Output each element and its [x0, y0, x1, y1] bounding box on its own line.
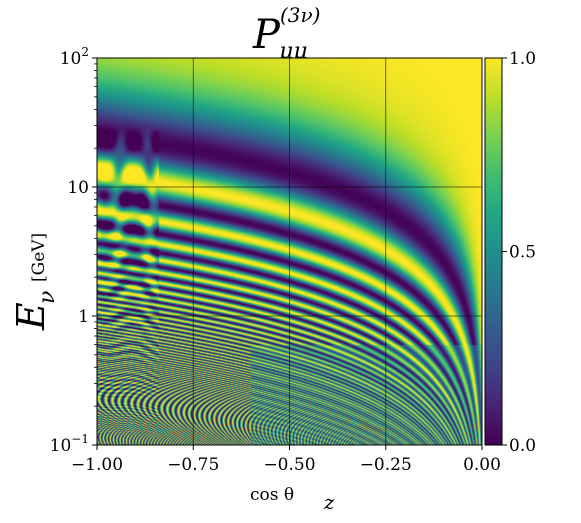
- y-tick-label: 10: [67, 178, 89, 198]
- y-axis-label-unit: [GeV]: [29, 233, 49, 282]
- chart-title-superscript: (3ν): [280, 3, 321, 27]
- x-axis-ticks: −1.00 −0.75 −0.50 −0.25 0.00: [71, 445, 501, 475]
- y-tick-label: 102: [60, 45, 89, 69]
- grid-lines: [97, 58, 482, 445]
- y-tick-label: 1: [78, 307, 89, 327]
- colorbar-tick-label: 0.5: [509, 243, 536, 263]
- chart-title: P: [252, 12, 281, 58]
- y-axis-label: E ν [GeV]: [9, 233, 60, 331]
- y-tick-label: 10−1: [50, 432, 89, 456]
- x-tick-label: −0.50: [263, 455, 315, 475]
- x-tick-label: −0.75: [167, 455, 219, 475]
- x-tick-label: 0.00: [463, 455, 501, 475]
- y-axis-label-subscript: ν: [35, 291, 60, 304]
- colorbar-ticks: 1.0 0.5 0.0: [502, 49, 536, 456]
- y-axis-label-main: E: [9, 302, 53, 331]
- x-tick-label: −0.25: [360, 455, 412, 475]
- x-tick-label: −1.00: [71, 455, 123, 475]
- colorbar-tick-label: 1.0: [509, 49, 536, 69]
- x-axis-label: cos θ: [250, 485, 294, 505]
- colorbar-tick-label: 0.0: [509, 436, 536, 456]
- y-axis-ticks: 10−1 1 10 102: [50, 45, 97, 456]
- x-axis-label-subscript: z: [323, 490, 335, 514]
- colorbar: [485, 58, 502, 445]
